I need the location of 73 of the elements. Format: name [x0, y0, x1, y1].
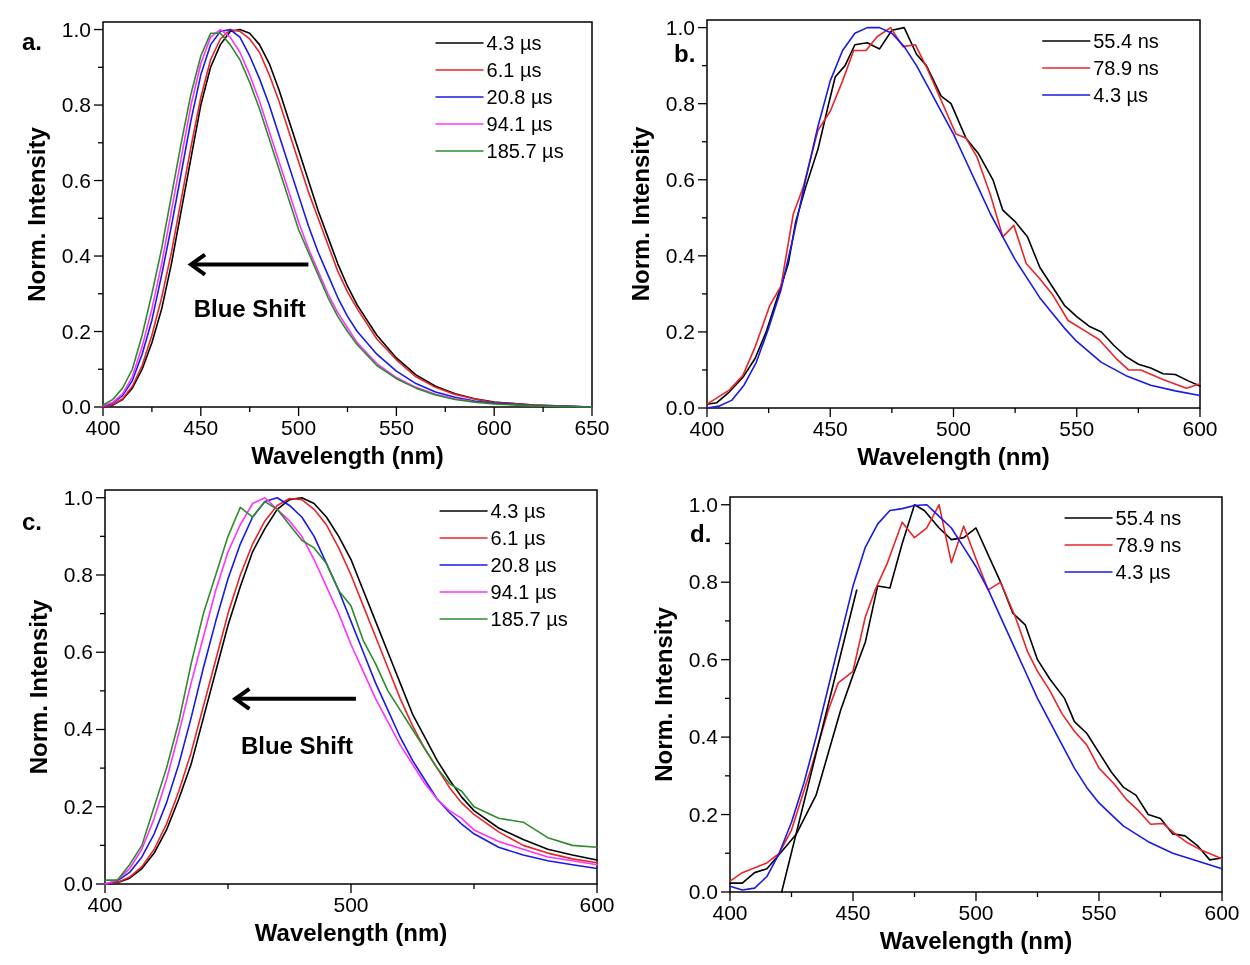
x-tick-label: 450	[835, 901, 871, 924]
y-tick-label: 0.4	[63, 717, 94, 741]
annotation: Blue Shift	[193, 294, 306, 322]
legend-label: 185.7 µs	[490, 608, 568, 630]
y-tick-label: 0.4	[61, 244, 92, 268]
x-tick-label: 400	[689, 417, 725, 440]
chart-title: a.	[22, 28, 43, 55]
y-tick-label: 1.0	[61, 17, 91, 41]
x-axis-title: Wavelength (nm)	[857, 443, 1050, 470]
x-tick-label: 450	[183, 416, 219, 439]
x-tick-label: 500	[958, 901, 994, 924]
x-tick-label: 500	[333, 893, 369, 916]
legend-label: 20.8 µs	[490, 554, 557, 576]
y-tick-label: 0.2	[63, 794, 93, 818]
x-tick-label: 600	[579, 893, 615, 916]
y-tick-label: 1.0	[688, 492, 718, 516]
y-tick-label: 0.8	[63, 562, 93, 586]
legend-label: 4.3 µs	[1115, 561, 1171, 583]
legend-label: 4.3 µs	[1093, 84, 1149, 106]
x-tick-label: 550	[378, 416, 414, 439]
annotation: Blue Shift	[240, 732, 353, 760]
legend-label: 78.9 ns	[1093, 57, 1159, 79]
legend-label: 4.3 µs	[490, 500, 546, 522]
x-tick-label: 600	[1182, 417, 1218, 440]
x-tick-label: 500	[281, 416, 317, 439]
text: b.	[674, 40, 696, 67]
legend-label: 20.8 µs	[486, 86, 553, 108]
x-tick-label: 400	[712, 901, 748, 924]
x-tick-label: 650	[574, 416, 610, 439]
y-tick-label: 0.0	[61, 395, 91, 418]
legend-label: 78.9 ns	[1115, 534, 1182, 556]
x-tick-label: 600	[1204, 901, 1240, 924]
x-tick-label: 550	[1081, 901, 1117, 924]
x-axis-title: Wavelength (nm)	[254, 919, 448, 946]
text: d.	[690, 520, 712, 547]
legend-label: 55.4 ns	[1093, 30, 1159, 52]
x-tick-label: 400	[87, 893, 123, 916]
y-tick-label: 0.6	[688, 647, 718, 671]
y-axis-title: Norm. Intensity	[627, 126, 654, 302]
y-tick-label: 0.2	[665, 319, 695, 343]
y-tick-label: 0.0	[665, 396, 695, 419]
y-tick-label: 0.6	[665, 167, 695, 191]
y-tick-label: 0.8	[61, 93, 91, 117]
y-axis-title: Norm. Intensity	[650, 606, 677, 782]
y-tick-label: 0.6	[61, 168, 91, 192]
legend-label: 6.1 µs	[486, 59, 542, 81]
y-tick-label: 0.2	[61, 319, 91, 343]
y-tick-label: 0.2	[688, 802, 718, 826]
y-tick-label: 1.0	[665, 15, 695, 39]
y-tick-label: 0.6	[63, 640, 93, 664]
x-tick-label: 450	[812, 417, 848, 440]
y-axis-title: Norm. Intensity	[25, 599, 52, 775]
x-tick-label: 400	[85, 416, 121, 439]
x-tick-label: 550	[1059, 417, 1095, 440]
y-tick-label: 0.0	[688, 880, 718, 903]
legend-label: 4.3 µs	[486, 32, 542, 54]
legend-label: 55.4 ns	[1115, 507, 1182, 529]
y-tick-label: 0.4	[688, 725, 719, 749]
legend-label: 94.1 µs	[490, 581, 557, 603]
x-axis-title: Wavelength (nm)	[879, 927, 1073, 954]
y-tick-label: 0.0	[63, 872, 93, 895]
x-tick-label: 600	[476, 416, 512, 439]
y-axis-title: Norm. Intensity	[23, 126, 50, 302]
legend-label: 185.7 µs	[486, 140, 564, 162]
y-tick-label: 0.8	[665, 91, 695, 115]
y-tick-label: 0.4	[665, 243, 696, 267]
x-axis-title: Wavelength (nm)	[251, 442, 444, 469]
x-tick-label: 500	[935, 417, 972, 440]
legend-label: 94.1 µs	[486, 113, 553, 135]
text: c.	[22, 508, 43, 535]
legend-label: 6.1 µs	[490, 527, 546, 549]
y-tick-label: 1.0	[63, 485, 93, 509]
y-tick-label: 0.8	[688, 570, 718, 594]
